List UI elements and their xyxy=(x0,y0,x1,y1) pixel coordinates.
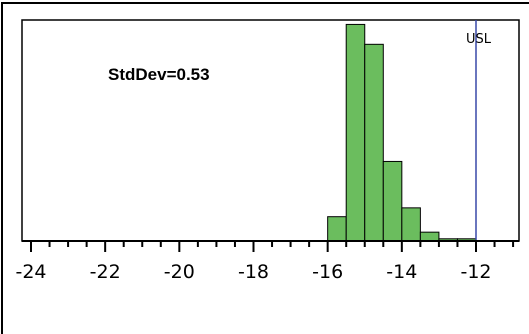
x-tick-label-2: -20 xyxy=(164,261,195,283)
histogram-bar-0 xyxy=(327,216,347,242)
x-tick-label-3: -18 xyxy=(238,261,269,283)
stddev-annotation: StdDev=0.53 xyxy=(108,65,210,84)
x-tick-label-1: -22 xyxy=(90,261,121,283)
histogram-bar-4 xyxy=(401,207,421,242)
x-tick-label-4: -16 xyxy=(312,261,343,283)
plot-area xyxy=(21,19,520,242)
histogram-bar-1 xyxy=(345,23,366,242)
histogram-bar-5 xyxy=(419,231,440,242)
histogram-bar-2 xyxy=(364,43,384,242)
histogram-bars xyxy=(327,23,477,242)
histogram-bar-3 xyxy=(382,160,403,242)
x-axis-ticks xyxy=(30,241,515,252)
x-tick-label-5: -14 xyxy=(386,261,417,283)
usl-label: USL xyxy=(466,32,492,47)
x-tick-label-0: -24 xyxy=(15,261,46,283)
x-tick-label-6: -12 xyxy=(460,261,491,283)
x-axis-tick-labels: -24 -22 -20 -18 -16 -14 -12 xyxy=(15,261,491,283)
